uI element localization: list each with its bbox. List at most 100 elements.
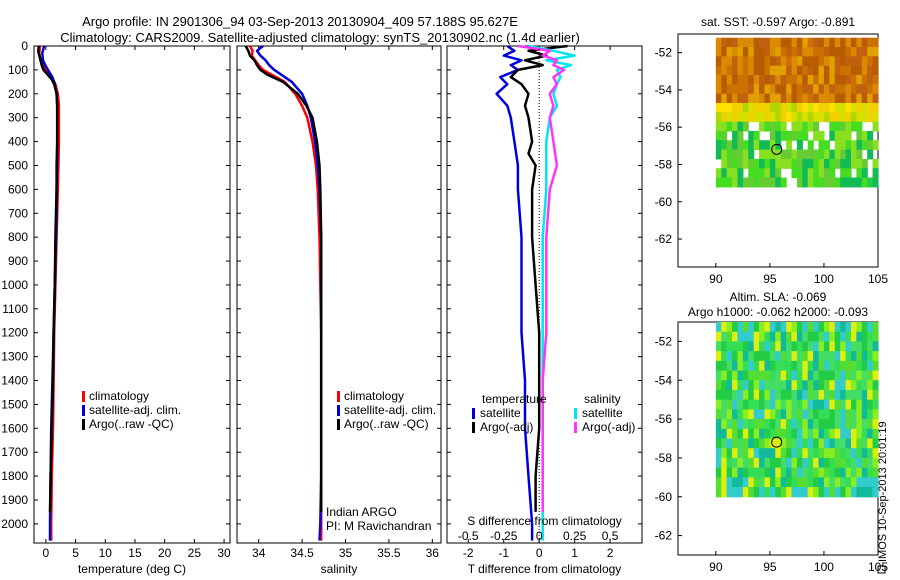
sst-map-cell — [791, 168, 798, 179]
sla-map-cell — [791, 438, 798, 449]
sst-map-cell — [813, 65, 820, 76]
sst-map-cell — [791, 75, 798, 85]
sst-map-cell — [829, 93, 836, 104]
difference-xlabel: T difference from climatology — [468, 562, 622, 576]
sla-map-cell — [753, 370, 760, 381]
sla-map-cell — [764, 409, 771, 420]
sst-map-cell — [769, 75, 776, 85]
sla-map-xtick-label: 100 — [814, 560, 834, 574]
sla-map-cell — [861, 419, 868, 430]
sst-map-cell — [764, 75, 771, 85]
sla-map-cell — [845, 370, 852, 381]
sst-map-cell — [807, 140, 814, 151]
sst-map-cell — [780, 65, 787, 76]
sla-map-cell — [818, 370, 825, 381]
sst-map-cell — [861, 75, 868, 85]
sla-map-cell — [867, 487, 874, 498]
legend-swatch — [337, 405, 340, 416]
legend-entry: satellite — [582, 406, 623, 420]
depth-tick-label: 2000 — [1, 517, 28, 531]
legend-swatch — [472, 408, 475, 419]
sla-map-cell — [813, 399, 820, 410]
sla-map-cell — [834, 380, 841, 391]
sst-map-cell — [840, 112, 847, 123]
sla-map-cell — [775, 487, 782, 498]
sla-map-cell — [775, 360, 782, 372]
sla-map-cell — [850, 438, 857, 449]
sst-map-cell — [861, 65, 868, 76]
sst-map-cell — [780, 56, 787, 67]
sla-map-cell — [850, 370, 857, 381]
sla-map-cell — [742, 322, 749, 333]
sst-map-cell — [850, 140, 857, 151]
sla-map-cell — [867, 351, 874, 362]
sla-map-cell — [737, 428, 744, 440]
sla-map-cell — [813, 389, 820, 401]
difference-series-line — [509, 44, 568, 512]
sst-map-xtick-label: 105 — [868, 272, 888, 286]
sla-map-cell — [856, 399, 863, 410]
sla-map-cell — [802, 467, 809, 478]
sla-map-cell — [780, 487, 787, 498]
sla-map-cell — [850, 419, 857, 430]
sst-map-cell — [872, 37, 879, 48]
sla-map-cell — [769, 457, 776, 469]
sla-map-cell — [840, 341, 847, 352]
sst-map-cell — [791, 158, 798, 169]
sla-map-cell — [780, 457, 787, 469]
sla-map-cell — [721, 380, 728, 391]
legend-entry: satellite-adj. clim. — [89, 403, 181, 417]
sst-map-cell — [780, 121, 787, 132]
sst-map-cell — [742, 112, 749, 123]
sla-map-cell — [813, 487, 820, 498]
sst-map-cell — [715, 177, 722, 188]
sst-map-cell — [759, 102, 766, 113]
temperature-axes-frame — [33, 45, 231, 544]
sst-map-cell — [834, 56, 841, 67]
sla-map-cell — [721, 467, 728, 478]
sst-map-cell — [802, 47, 809, 57]
sla-map-cell — [856, 322, 863, 333]
sla-map-cell — [796, 360, 803, 372]
sla-map-cell — [829, 457, 836, 469]
sst-map-cell — [732, 102, 739, 113]
sla-map-cell — [845, 467, 852, 478]
sst-map-cell — [753, 56, 760, 67]
sst-map-cell — [845, 177, 852, 188]
sst-map-cell — [764, 102, 771, 113]
sla-map-cell — [732, 457, 739, 469]
sla-map-cell — [796, 341, 803, 352]
sla-map-cell — [872, 331, 879, 343]
sla-map-cell — [769, 419, 776, 430]
sst-map-cell — [775, 65, 782, 76]
sla-map-cell — [769, 360, 776, 372]
sst-map-cell — [748, 112, 755, 123]
sst-map-cell — [818, 149, 825, 160]
sla-map-cell — [775, 370, 782, 381]
sla-map-cell — [748, 457, 755, 469]
sst-map-cell — [764, 168, 771, 179]
sla-map-cell — [764, 399, 771, 410]
sst-map-cell — [775, 37, 782, 48]
sst-map-cell — [796, 47, 803, 57]
sla-map-cell — [834, 428, 841, 440]
sst-map-cell — [732, 75, 739, 85]
sla-map-cell — [796, 380, 803, 391]
sla-map-cell — [872, 428, 879, 440]
sst-map-cell — [769, 130, 776, 141]
depth-tick-label: 1800 — [1, 469, 28, 483]
sst-map-cell — [802, 93, 809, 104]
sla-map-cell — [829, 389, 836, 401]
sst-map-cell — [791, 130, 798, 141]
depth-tick-label: 1000 — [1, 278, 28, 292]
sst-map-cell — [867, 112, 874, 123]
sla-map-cell — [732, 477, 739, 488]
sla-map-cell — [786, 477, 793, 488]
difference-xtick-label: -1 — [498, 546, 509, 560]
depth-tick-label: 1300 — [1, 350, 28, 364]
sla-map-cell — [715, 477, 722, 488]
sla-map-cell — [796, 487, 803, 498]
sla-map-cell — [791, 331, 798, 343]
sla-map-cell — [796, 428, 803, 440]
sla-map-cell — [861, 428, 868, 440]
